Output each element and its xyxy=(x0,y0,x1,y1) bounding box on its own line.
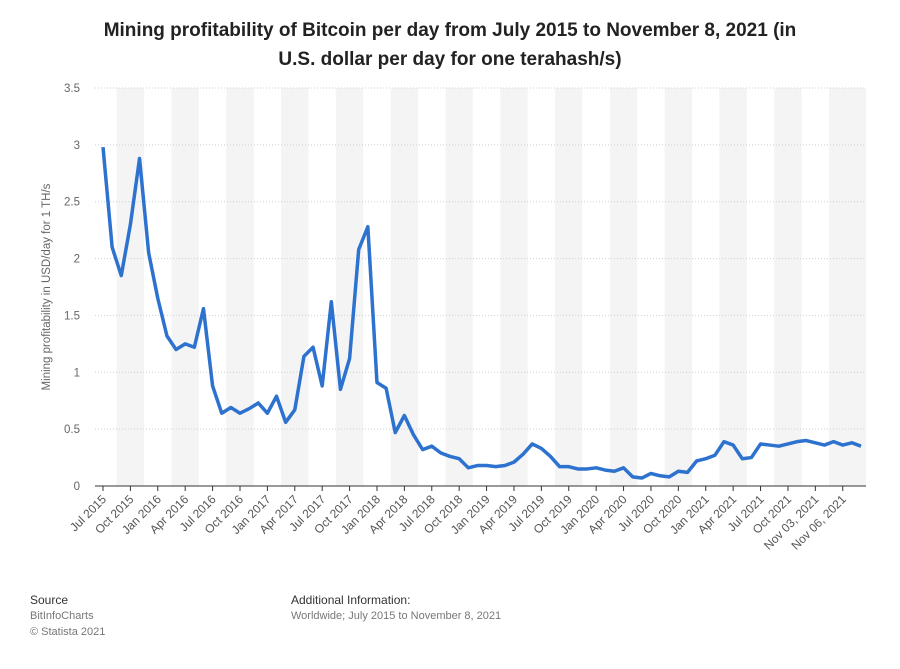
stripe xyxy=(445,88,473,486)
y-tick-label: 0 xyxy=(74,481,80,493)
stripe xyxy=(664,88,693,486)
info-heading: Additional Information: xyxy=(291,593,411,607)
stripe xyxy=(609,88,638,486)
stripe xyxy=(390,88,419,486)
background xyxy=(116,88,866,486)
source-heading: Source xyxy=(30,593,69,607)
stripe xyxy=(774,88,802,486)
y-tick-label: 1 xyxy=(74,367,80,379)
stripe xyxy=(500,88,528,486)
chart-title: Mining profitability of Bitcoin per day … xyxy=(103,20,797,70)
y-axis-label: Mining profitability in USD/day for 1 TH… xyxy=(41,183,53,390)
stripe xyxy=(829,88,866,486)
source-block: Source BitInfoCharts © Statista 2021 xyxy=(30,592,105,640)
y-tick-label: 3 xyxy=(74,140,80,152)
info-text: Worldwide; July 2015 to November 8, 2021 xyxy=(291,610,502,622)
source-line: BitInfoCharts xyxy=(30,610,94,622)
line xyxy=(101,146,862,480)
source-line: © Statista 2021 xyxy=(30,626,106,638)
y-tick-label: 0.5 xyxy=(64,424,80,436)
stripe xyxy=(335,88,364,486)
stripe xyxy=(116,88,145,486)
stripe xyxy=(226,88,254,486)
y-tick-label: 2.5 xyxy=(64,197,80,209)
stripe xyxy=(719,88,747,486)
stripe xyxy=(555,88,583,486)
stripe xyxy=(171,88,199,486)
y-tick-label: 1.5 xyxy=(64,310,80,322)
stripe xyxy=(281,88,309,486)
info-block: Additional Information: Worldwide; July … xyxy=(291,592,501,624)
y-tick-label: 2 xyxy=(74,254,80,266)
y-tick-label: 3.5 xyxy=(64,83,80,95)
